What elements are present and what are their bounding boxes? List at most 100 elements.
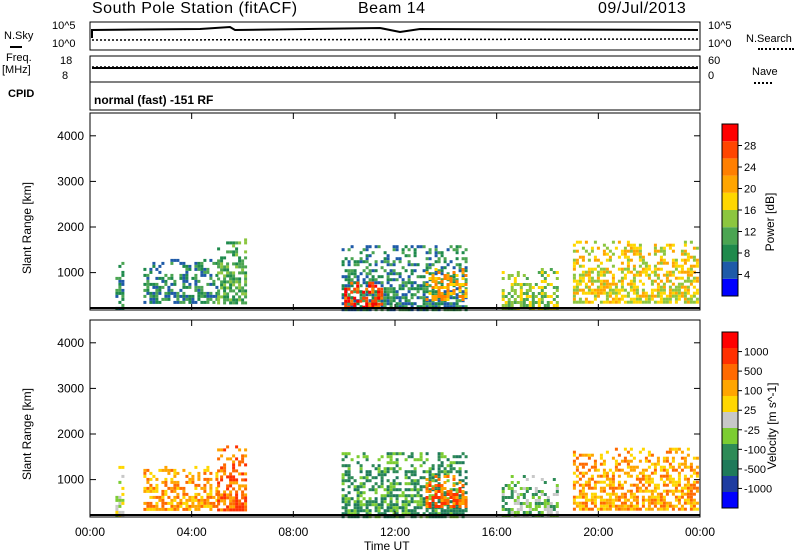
velocity-cell [501, 508, 505, 511]
velocity-cell [683, 486, 687, 490]
velocity-cell [659, 477, 663, 481]
power-cell [452, 296, 456, 300]
velocity-cell [206, 495, 210, 499]
velocity-cell [416, 506, 420, 510]
velocity-cell [220, 448, 224, 452]
velocity-cell [341, 497, 345, 501]
velocity-cell [501, 493, 505, 496]
power-cell [656, 276, 660, 280]
velocity-cell [410, 482, 414, 486]
power-cell [425, 271, 429, 274]
power-cell [200, 288, 204, 292]
velocity-cell [440, 512, 444, 516]
power-cell [416, 245, 420, 249]
power-cell [653, 279, 657, 283]
velocity-cell [683, 492, 687, 496]
velocity-cell [410, 488, 414, 492]
velocity-cell [692, 486, 696, 490]
power-cell [398, 299, 402, 303]
power-cell [229, 274, 233, 278]
power-cell [638, 243, 642, 247]
power-cell [638, 255, 642, 259]
velocity-cell [581, 507, 585, 511]
power-cell [593, 267, 597, 271]
power-cell [638, 273, 642, 277]
velocity-cell [161, 501, 165, 505]
power-cell [501, 298, 505, 301]
velocity-cell [626, 507, 630, 511]
power-cell [458, 263, 462, 267]
velocity-cell [683, 501, 687, 505]
velocity-cell [635, 486, 639, 490]
velocity-cell [215, 504, 219, 508]
power-cell [223, 268, 227, 272]
velocity-cell [662, 504, 666, 508]
velocity-cell [647, 483, 651, 487]
power-cell [599, 285, 603, 289]
velocity-cell [617, 474, 621, 478]
power-cell [341, 293, 345, 297]
velocity-cell [446, 497, 450, 501]
power-cell [437, 299, 441, 303]
power-cell [118, 300, 122, 304]
velocity-cell [389, 494, 393, 498]
power-cell [404, 305, 408, 309]
power-cell [188, 300, 192, 304]
cpid-value: normal (fast) -151 RF [94, 93, 214, 107]
velocity-cell [434, 509, 438, 513]
velocity-cell [452, 461, 456, 465]
power-cell [149, 297, 153, 301]
power-cell [608, 291, 612, 295]
power-colorbar-tick-label: 8 [744, 248, 750, 260]
y-axis-label-power: Slant Range [km] [20, 181, 34, 275]
power-cell [350, 269, 354, 273]
velocity-cell [206, 468, 210, 472]
velocity-cell [584, 492, 588, 496]
velocity-cell [161, 495, 165, 499]
power-cell [377, 275, 381, 279]
power-cell [440, 295, 444, 298]
power-cell [671, 258, 675, 262]
velocity-cell [232, 460, 236, 464]
power-cell [356, 263, 360, 267]
velocity-cell [578, 477, 582, 481]
velocity-cell [695, 489, 699, 493]
power-cell [587, 270, 591, 274]
power-cell [392, 248, 396, 252]
power-cell [680, 249, 684, 253]
power-cell [611, 300, 615, 304]
velocity-cell [525, 478, 529, 481]
power-cell [404, 302, 408, 306]
power-cell [238, 259, 242, 263]
velocity-cell [121, 474, 125, 478]
velocity-cell [115, 504, 119, 508]
velocity-cell [656, 492, 660, 496]
power-cell [629, 285, 633, 289]
power-cell [458, 283, 462, 286]
power-cell [380, 305, 384, 309]
power-cell [446, 305, 450, 309]
velocity-cell [431, 487, 435, 490]
velocity-cell [356, 494, 360, 498]
power-cell [683, 258, 687, 262]
velocity-cell [617, 495, 621, 499]
velocity-cell [671, 504, 675, 508]
power-cell [407, 248, 411, 252]
velocity-cell [380, 479, 384, 483]
power-cell [121, 303, 125, 307]
power-cell [428, 266, 432, 270]
power-cell [229, 280, 233, 284]
power-cell [617, 291, 621, 295]
velocity-cell [572, 450, 576, 454]
power-colorbar-tick-label: 28 [744, 141, 756, 153]
velocity-cell [686, 483, 690, 487]
power-cell [602, 273, 606, 277]
power-cell [425, 305, 429, 309]
velocity-cell [428, 505, 432, 508]
velocity-cell [392, 467, 396, 471]
power-cell [602, 252, 606, 256]
power-cell [614, 300, 618, 304]
velocity-cell [647, 453, 651, 457]
power-cell [534, 295, 538, 298]
velocity-cell [386, 491, 390, 495]
